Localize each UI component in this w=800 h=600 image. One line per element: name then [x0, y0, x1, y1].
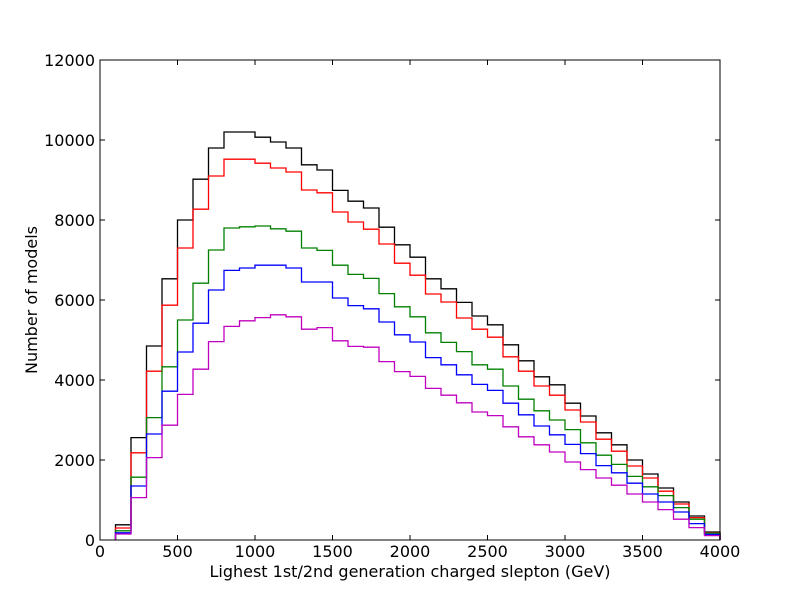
y-tick-label: 12000	[44, 51, 95, 70]
x-tick-label: 3000	[545, 542, 586, 561]
y-tick-label: 2000	[54, 451, 95, 470]
series-3-step-line	[114, 225, 721, 540]
series-layer	[114, 131, 721, 540]
x-tick-label: 3500	[622, 542, 663, 561]
y-tick-label: 6000	[54, 291, 95, 310]
y-tick-label: 8000	[54, 211, 95, 230]
x-tick-label: 1500	[312, 542, 353, 561]
series-5-step-line	[114, 314, 721, 540]
x-tick-label: 0	[95, 542, 105, 561]
series-2-step-line	[114, 158, 721, 540]
y-axis-label: Number of models	[22, 226, 41, 374]
y-tick-label: 10000	[44, 131, 95, 150]
y-tick-label: 4000	[54, 371, 95, 390]
x-tick-label: 2500	[467, 542, 508, 561]
x-tick-label: 1000	[235, 542, 276, 561]
plot-frame	[99, 59, 721, 541]
series-1-step-line	[114, 131, 721, 540]
y-tick-label: 0	[85, 531, 95, 550]
x-tick-label: 500	[162, 542, 193, 561]
x-tick-label: 2000	[390, 542, 431, 561]
ticks-layer: 0 500 1000 1500 2000 2500 3000 3500 4000 0 2000 400…	[44, 51, 740, 561]
x-tick-label: 4000	[700, 542, 741, 561]
plot-background	[100, 60, 720, 540]
x-axis-label: Lighest 1st/2nd generation charged slept…	[209, 562, 610, 581]
series-4-step-line	[114, 264, 721, 540]
